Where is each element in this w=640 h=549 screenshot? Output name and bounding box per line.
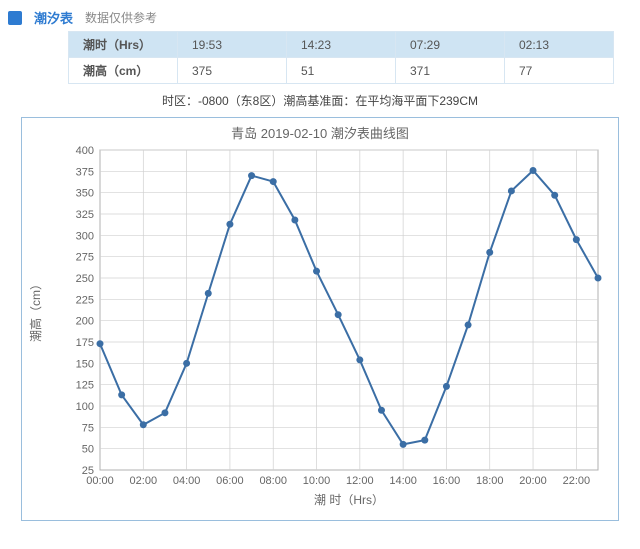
caption-text: 时区：-0800（东8区）潮高基准面：在平均海平面下239CM bbox=[8, 92, 632, 109]
svg-text:200: 200 bbox=[76, 316, 94, 328]
svg-text:150: 150 bbox=[76, 358, 94, 370]
svg-text:300: 300 bbox=[76, 230, 94, 242]
svg-text:青岛 2019-02-10 潮汐表曲线图: 青岛 2019-02-10 潮汐表曲线图 bbox=[231, 126, 409, 141]
svg-text:14:00: 14:00 bbox=[389, 475, 417, 487]
svg-text:50: 50 bbox=[82, 444, 94, 456]
cell-time-3: 07:29 bbox=[396, 32, 505, 58]
svg-text:22:00: 22:00 bbox=[563, 475, 591, 487]
svg-text:325: 325 bbox=[76, 209, 94, 221]
cell-time-1: 19:53 bbox=[178, 32, 287, 58]
cell-height-2: 51 bbox=[287, 58, 396, 84]
svg-text:潮高（cm）: 潮高（cm） bbox=[28, 278, 43, 342]
svg-text:20:00: 20:00 bbox=[519, 475, 547, 487]
svg-text:250: 250 bbox=[76, 273, 94, 285]
chart-svg: 2550751001251501752002252502753003253503… bbox=[22, 118, 618, 520]
svg-text:125: 125 bbox=[76, 380, 94, 392]
svg-text:400: 400 bbox=[76, 145, 94, 157]
tide-chart: 2550751001251501752002252502753003253503… bbox=[21, 117, 619, 521]
table-row: 潮时（Hrs） 19:53 14:23 07:29 02:13 bbox=[69, 32, 614, 58]
svg-text:08:00: 08:00 bbox=[259, 475, 287, 487]
row-height-label: 潮高（cm） bbox=[69, 58, 178, 84]
svg-text:04:00: 04:00 bbox=[173, 475, 201, 487]
svg-text:02:00: 02:00 bbox=[130, 475, 158, 487]
svg-text:350: 350 bbox=[76, 188, 94, 200]
svg-text:225: 225 bbox=[76, 294, 94, 306]
row-time-label: 潮时（Hrs） bbox=[69, 32, 178, 58]
cell-time-4: 02:13 bbox=[505, 32, 614, 58]
svg-text:10:00: 10:00 bbox=[303, 475, 331, 487]
svg-text:75: 75 bbox=[82, 422, 94, 434]
title-bullet-icon bbox=[8, 11, 22, 25]
cell-height-4: 77 bbox=[505, 58, 614, 84]
page-title: 潮汐表 bbox=[34, 8, 73, 27]
page-header: 潮汐表 数据仅供参考 bbox=[8, 8, 632, 27]
svg-text:275: 275 bbox=[76, 252, 94, 264]
svg-text:00:00: 00:00 bbox=[86, 475, 114, 487]
cell-height-1: 375 bbox=[178, 58, 287, 84]
cell-time-2: 14:23 bbox=[287, 32, 396, 58]
header-note: 数据仅供参考 bbox=[85, 9, 157, 26]
cell-height-3: 371 bbox=[396, 58, 505, 84]
svg-text:潮 时（Hrs）: 潮 时（Hrs） bbox=[314, 492, 384, 507]
svg-text:100: 100 bbox=[76, 401, 94, 413]
table-row: 潮高（cm） 375 51 371 77 bbox=[69, 58, 614, 84]
svg-text:12:00: 12:00 bbox=[346, 475, 374, 487]
svg-text:06:00: 06:00 bbox=[216, 475, 244, 487]
svg-text:175: 175 bbox=[76, 337, 94, 349]
svg-text:18:00: 18:00 bbox=[476, 475, 504, 487]
svg-text:16:00: 16:00 bbox=[433, 475, 461, 487]
tide-table: 潮时（Hrs） 19:53 14:23 07:29 02:13 潮高（cm） 3… bbox=[68, 31, 614, 84]
svg-text:375: 375 bbox=[76, 166, 94, 178]
